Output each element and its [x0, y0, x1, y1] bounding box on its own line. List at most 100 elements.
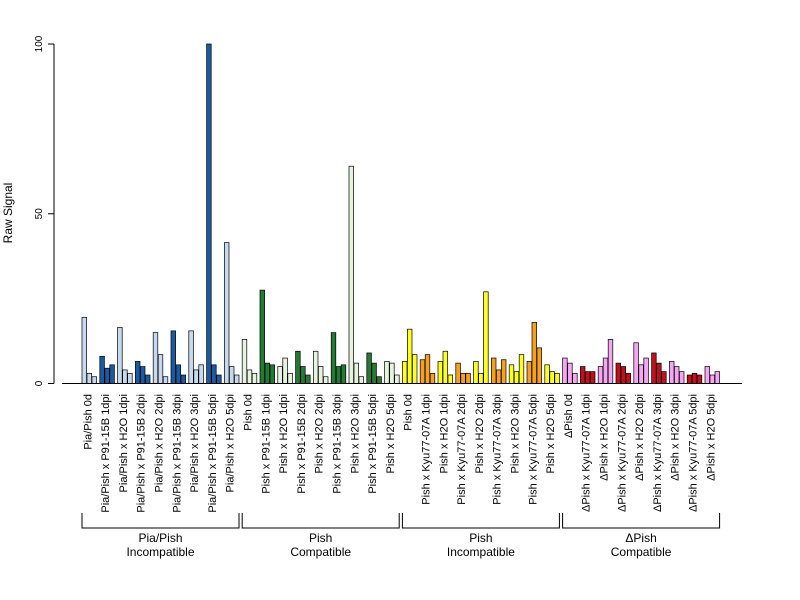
bar — [91, 376, 97, 384]
bar — [241, 339, 248, 384]
bar — [264, 362, 270, 384]
bar — [526, 361, 532, 384]
category-label: Pish x H2O 2dpi — [474, 394, 486, 473]
bar — [597, 366, 604, 384]
bar — [531, 322, 537, 384]
bar — [145, 374, 151, 384]
group-label: Pia/Pish — [138, 531, 182, 545]
bar — [234, 374, 240, 384]
bar — [251, 372, 258, 384]
bar — [625, 372, 631, 384]
bar — [313, 350, 319, 384]
bar — [152, 332, 159, 384]
category-label: Pish x P91-15B 1dpi — [260, 394, 272, 494]
bar — [99, 355, 105, 384]
bar — [211, 364, 217, 384]
bar — [704, 366, 710, 384]
category-label: Pish x H2O 1dpi — [438, 394, 450, 473]
category-label: Pia/Pish x P91-15B 5dpi — [207, 394, 219, 513]
bar — [496, 369, 502, 384]
category-label: ΔPish x Kyu77-07A 5dpi — [688, 394, 700, 512]
bar — [429, 372, 436, 384]
category-label: Pish x Kyu77-07A 1dpi — [421, 394, 433, 505]
category-label: Pia/Pish x H2O 3dpi — [189, 394, 201, 492]
bar — [656, 362, 662, 384]
bar — [162, 376, 169, 384]
bar — [580, 366, 586, 384]
bar — [229, 366, 235, 384]
category-label: Pish x P91-15B 2dpi — [296, 394, 308, 494]
bar — [407, 328, 413, 384]
category-label: Pish x H2O 5dpi — [385, 394, 397, 473]
bar — [643, 357, 649, 384]
category-labels: Pia/Pish 0d Pia/Pish x P91-15B 1dpi Pia/Pi… — [82, 394, 717, 513]
category-label: ΔPish x H2O 1dpi — [599, 394, 611, 481]
bar — [567, 362, 573, 384]
bar — [259, 289, 265, 384]
bar — [305, 374, 311, 384]
category-label: Pish 0d — [403, 394, 415, 431]
category-label: Pish x Kyu77-07A 2dpi — [456, 394, 468, 505]
bar — [180, 374, 186, 384]
bar — [483, 291, 489, 384]
bar — [269, 364, 275, 384]
bar — [117, 327, 123, 384]
bar — [348, 165, 354, 384]
bar — [140, 366, 146, 384]
group-bracket — [401, 513, 560, 529]
category-label: Pish x P91-15B 3dpi — [332, 394, 344, 494]
bar — [384, 361, 390, 384]
bar — [340, 364, 347, 384]
category-label: Pia/Pish x H2O 5dpi — [225, 394, 237, 492]
bar — [419, 359, 426, 384]
bar — [175, 364, 181, 384]
bar — [81, 316, 87, 384]
category-label: Pish x H2O 5dpi — [545, 394, 557, 473]
bar — [696, 374, 703, 384]
bar — [585, 371, 591, 384]
category-label: Pia/Pish x P91-15B 2dpi — [136, 394, 148, 513]
category-label: Pish x Kyu77-07A 5dpi — [527, 394, 539, 505]
group-sublabel: Compatible — [290, 545, 351, 559]
bar — [127, 372, 133, 384]
bar — [602, 357, 609, 384]
group-label: ΔPish — [625, 531, 656, 545]
bar — [638, 364, 644, 384]
bar — [424, 354, 431, 384]
bar — [104, 367, 110, 384]
bar — [193, 369, 199, 384]
bar — [562, 357, 568, 384]
bar — [633, 342, 639, 384]
bar — [437, 361, 443, 384]
bar — [572, 372, 578, 384]
bar — [216, 374, 222, 384]
bar — [620, 366, 626, 384]
category-label: Pia/Pish x H2O 2dpi — [154, 394, 166, 492]
bar — [389, 362, 395, 384]
bar — [295, 350, 301, 384]
bar — [412, 354, 418, 384]
bar — [709, 374, 715, 384]
bar — [669, 361, 675, 384]
bar — [246, 369, 253, 384]
bar — [473, 361, 479, 384]
category-label: ΔPish x H2O 5dpi — [705, 394, 717, 481]
category-label: ΔPish x H2O 3dpi — [670, 394, 682, 481]
bar — [282, 357, 288, 384]
group-sublabel: Incompatible — [126, 545, 194, 559]
bar — [330, 332, 337, 384]
bar — [366, 352, 372, 384]
bar — [536, 347, 542, 384]
bar — [615, 362, 621, 384]
bar — [300, 366, 306, 384]
bar — [513, 371, 520, 384]
bar — [376, 376, 382, 384]
bar — [402, 361, 408, 384]
category-label: Pish x P91-15B 5dpi — [367, 394, 379, 494]
bar — [590, 371, 596, 384]
bar — [501, 359, 507, 384]
bar — [447, 374, 453, 384]
bar — [323, 376, 329, 384]
bar — [318, 366, 324, 384]
group-label: Pish — [309, 531, 332, 545]
